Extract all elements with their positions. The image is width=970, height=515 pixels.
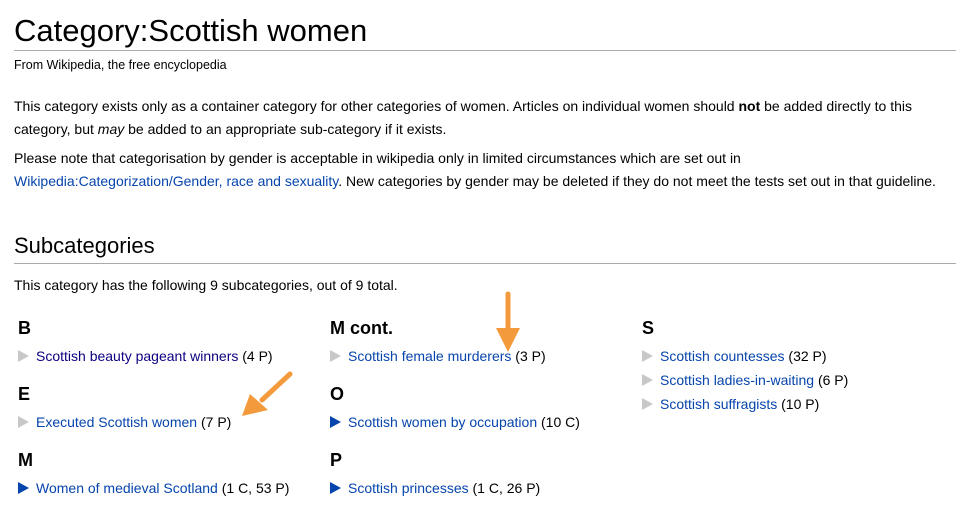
intro-text: be added to an appropriate sub-category …: [124, 121, 447, 137]
page-title: Category:Scottish women: [14, 13, 368, 48]
subcategory-link[interactable]: Scottish women by occupation: [348, 414, 538, 430]
subcategory-counts: (32 P): [788, 348, 827, 364]
subcategory-link[interactable]: Scottish suffragists: [660, 396, 778, 412]
subcategory-counts: (4 P): [242, 348, 273, 364]
title-divider: [14, 50, 956, 51]
annotation-arrow-icon: [242, 371, 293, 416]
subcategory-column-1: B Scottish beauty pageant winners (4 P) …: [18, 314, 318, 500]
expand-triangle-icon[interactable]: [642, 350, 653, 362]
expand-triangle-icon[interactable]: [18, 416, 29, 428]
intro-text: . New categories by gender may be delete…: [338, 173, 936, 189]
expand-triangle-icon[interactable]: [330, 350, 341, 362]
subcategory-link[interactable]: Scottish beauty pageant winners: [36, 348, 239, 364]
subcategory-column-3: S Scottish countesses (32 P) Scottish la…: [642, 314, 942, 416]
subcategory-counts: (1 C, 53 P): [221, 480, 290, 496]
subcategory-item: Scottish princesses (1 C, 26 P): [330, 476, 630, 500]
expand-triangle-icon[interactable]: [330, 416, 341, 428]
subcategory-item: Scottish ladies-in-waiting (6 P): [642, 368, 942, 392]
subcategory-item: Executed Scottish women (7 P): [18, 410, 318, 434]
group-letter: M: [18, 450, 33, 470]
subcategory-counts: (6 P): [817, 372, 849, 388]
guideline-link[interactable]: Wikipedia:Categorization/Gender, race an…: [14, 173, 339, 189]
intro-paragraph-1: This category exists only as a container…: [14, 95, 944, 141]
group-letter: M cont.: [330, 318, 393, 338]
subcategory-counts: (3 P): [515, 348, 546, 364]
expand-triangle-icon[interactable]: [642, 374, 653, 386]
subcategory-item: Scottish countesses (32 P): [642, 344, 942, 368]
subcategory-link[interactable]: Executed Scottish women: [36, 414, 198, 430]
page-tagline: From Wikipedia, the free encyclopedia: [14, 58, 227, 72]
expand-triangle-icon[interactable]: [18, 482, 29, 494]
intro-paragraph-2: Please note that categorisation by gende…: [14, 147, 944, 193]
intro-text: This category exists only as a container…: [14, 98, 739, 114]
expand-triangle-icon[interactable]: [18, 350, 29, 362]
subcategory-link[interactable]: Scottish countesses: [660, 348, 785, 364]
subcategories-divider: [14, 263, 956, 264]
subcategory-counts: (10 P): [781, 396, 820, 412]
subcategory-item: Scottish female murderers (3 P): [330, 344, 630, 368]
group-letter: B: [18, 318, 31, 338]
group-letter: E: [18, 384, 31, 404]
subcategory-column-2: M cont. Scottish female murderers (3 P) …: [330, 314, 630, 500]
subcategories-heading: Subcategories: [14, 233, 155, 258]
expand-triangle-icon[interactable]: [330, 482, 341, 494]
subcategory-count-text: This category has the following 9 subcat…: [14, 277, 398, 293]
subcategory-item: Women of medieval Scotland (1 C, 53 P): [18, 476, 318, 500]
expand-triangle-icon[interactable]: [642, 398, 653, 410]
group-letter: O: [330, 384, 345, 404]
intro-italic-may: may: [97, 121, 125, 137]
annotation-arrow-icon: [496, 291, 520, 352]
subcategory-link[interactable]: Scottish princesses: [348, 480, 469, 496]
intro-text: be added directly to this category, but: [14, 98, 913, 137]
intro-bold-not: not: [738, 98, 761, 114]
subcategory-counts: (7 P): [200, 414, 232, 430]
subcategory-link[interactable]: Scottish ladies-in-waiting: [660, 372, 815, 388]
group-letter: P: [330, 450, 343, 470]
subcategory-item: Scottish suffragists (10 P): [642, 392, 942, 416]
subcategory-counts: (1 C, 26 P): [472, 480, 541, 496]
intro-text: Please note that categorisation by gende…: [14, 150, 741, 166]
subcategory-link[interactable]: Scottish female murderers: [348, 348, 512, 364]
subcategory-counts: (10 C): [541, 414, 580, 430]
subcategory-item: Scottish beauty pageant winners (4 P): [18, 344, 318, 368]
subcategory-link[interactable]: Women of medieval Scotland: [36, 480, 218, 496]
group-letter: S: [642, 318, 655, 338]
subcategory-item: Scottish women by occupation (10 C): [330, 410, 630, 434]
